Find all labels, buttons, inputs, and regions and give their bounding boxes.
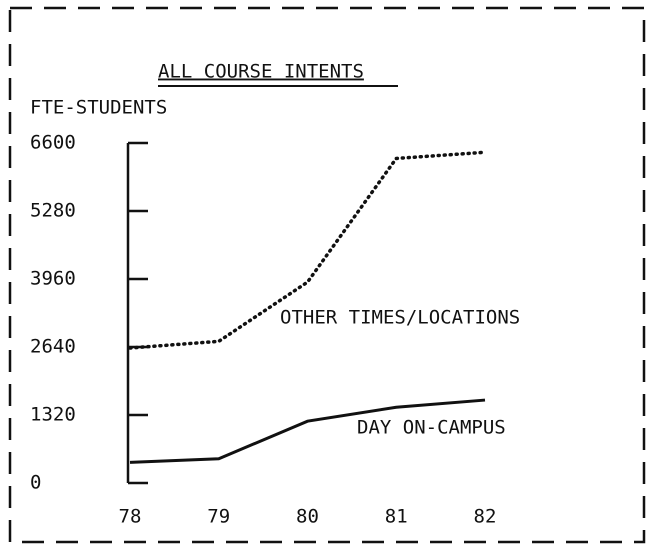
y-tick-label: 3960 — [30, 268, 76, 290]
x-tick-label: 79 — [207, 506, 230, 528]
dashed-frame — [8, 6, 646, 544]
x-tick-label: 81 — [385, 506, 408, 528]
x-tick-label: 80 — [296, 506, 319, 528]
chart-title: ALL COURSE INTENTS — [158, 61, 364, 83]
y-tick-label: 0 — [30, 472, 41, 494]
y-tick-label: 1320 — [30, 404, 76, 426]
y-axis-label: FTE-STUDENTS — [30, 97, 167, 119]
series-label: DAY ON-CAMPUS — [357, 417, 506, 439]
y-tick-label: 6600 — [30, 132, 76, 154]
y-tick-label: 2640 — [30, 336, 76, 358]
series-line — [128, 150, 487, 350]
y-tick-label: 5280 — [30, 200, 76, 222]
series-line — [129, 398, 486, 464]
x-tick-label: 78 — [119, 506, 142, 528]
series-label: OTHER TIMES/LOCATIONS — [280, 307, 520, 329]
x-tick-label: 82 — [474, 506, 497, 528]
